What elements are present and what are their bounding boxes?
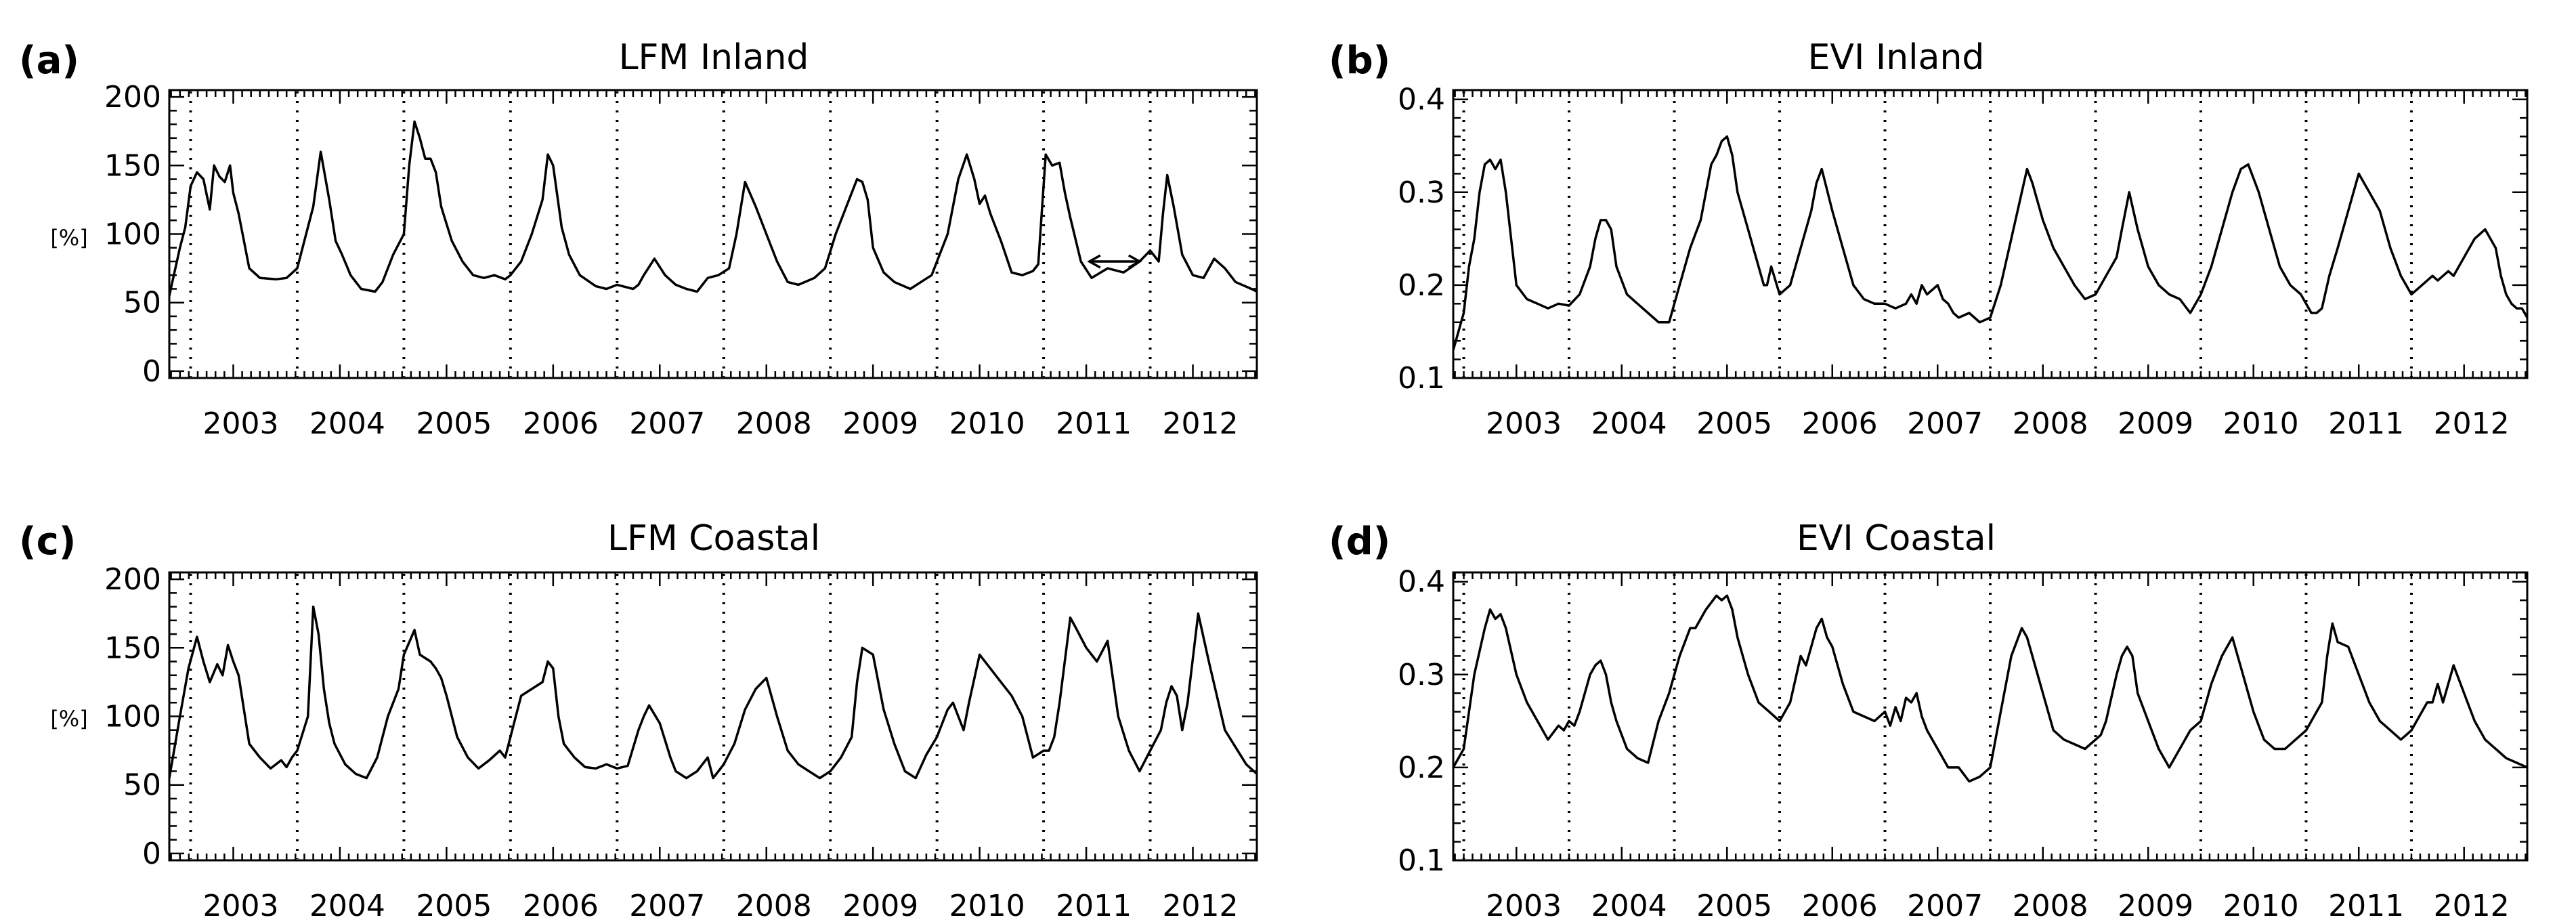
x-year-label: 2004 [1591,406,1667,441]
x-year-label: 2009 [842,406,918,441]
series-line [168,605,1258,780]
x-year-label: 2007 [1907,889,1983,923]
dashed-year-lines [1462,574,2413,859]
x-year-label: 2011 [2328,406,2404,441]
x-year-label: 2003 [1486,406,1562,441]
x-year-label: 2005 [416,889,492,923]
x-year-label: 2009 [2118,889,2193,923]
x-year-label: 2005 [416,406,492,441]
y-tick-label: 0 [142,837,161,871]
axis-ticks [169,572,1257,860]
x-year-label: 2003 [1486,889,1562,923]
plot-frame [168,571,1258,862]
chart-title: EVI Coastal [1797,518,1996,559]
y-tick-label: 0.3 [1398,658,1445,692]
x-year-label: 2012 [2434,406,2510,441]
x-year-label: 2009 [842,889,918,923]
panel-b: (b) EVI Inland 0.1 0.2 0.3 0.4 2003 2004 2005… [1329,37,2529,441]
x-year-label: 2012 [2434,889,2510,923]
x-year-label: 2010 [2223,406,2299,441]
axis-ticks [1453,572,2527,862]
y-tick-labels: 0.1 0.2 0.3 0.4 [1398,565,1445,878]
panel-label: (b) [1329,39,1390,83]
dashed-year-lines [1462,91,2413,377]
x-year-label: 2006 [1802,889,1878,923]
y-tick-label: 0.3 [1398,175,1445,210]
panel-a: (a) LFM Inland [%] 0 50 100 150 200 2003 2004… [19,37,1258,441]
x-year-label: 2009 [2118,406,2193,441]
annotations [1087,254,1142,269]
x-year-label: 2008 [736,889,812,923]
x-year-label: 2005 [1696,889,1772,923]
arrowhead-left [1087,254,1101,269]
y-tick-label: 100 [104,217,161,252]
y-tick-labels: 0 50 100 150 200 [104,562,161,871]
arrowhead-right [1128,254,1142,269]
y-tick-label: 0.2 [1398,751,1445,785]
dashed-year-lines [189,91,1152,377]
x-year-labels: 2003 2004 2005 2006 2007 2008 2009 2010 2011 2012 [202,889,1238,923]
y-axis-label: [%] [50,225,87,251]
y-tick-label: 200 [104,562,161,597]
x-year-label: 2012 [1163,889,1239,923]
x-year-label: 2007 [629,889,705,923]
axis-ticks [169,90,1257,378]
series-line [1452,594,2528,783]
x-year-label: 2007 [1907,406,1983,441]
chart-title: LFM Coastal [607,518,820,559]
x-year-label: 2010 [2223,889,2299,923]
y-tick-labels: 0.1 0.2 0.3 0.4 [1398,83,1445,396]
y-tick-label: 150 [104,631,161,665]
x-year-labels: 2003 2004 2005 2006 2007 2008 2009 2010 2011 2012 [1486,889,2509,923]
x-year-labels: 2003 2004 2005 2006 2007 2008 2009 2010 2011 2012 [202,406,1238,441]
y-tick-label: 0.1 [1398,843,1445,878]
chart-title: EVI Inland [1808,37,1985,78]
series-line [168,120,1258,296]
x-year-label: 2011 [1056,406,1132,441]
y-tick-label: 200 [104,80,161,114]
x-year-label: 2012 [1163,406,1239,441]
y-tick-label: 0.2 [1398,268,1445,303]
x-year-label: 2003 [202,889,278,923]
x-year-label: 2011 [1056,889,1132,923]
y-tick-label: 0.4 [1398,565,1445,600]
x-year-label: 2007 [629,406,705,441]
x-year-label: 2010 [949,406,1025,441]
x-year-label: 2004 [1591,889,1667,923]
panel-label: (c) [19,520,76,564]
x-year-label: 2008 [2013,889,2088,923]
axis-ticks [1453,90,2527,379]
y-tick-label: 50 [123,768,161,803]
y-tick-label: 150 [104,148,161,183]
x-year-label: 2006 [523,889,599,923]
y-tick-label: 0 [142,354,161,389]
panel-label: (a) [19,39,79,83]
x-year-label: 2005 [1696,406,1772,441]
panel-label: (d) [1329,520,1390,564]
y-tick-label: 50 [123,286,161,320]
x-year-label: 2008 [2013,406,2088,441]
x-year-label: 2004 [309,406,385,441]
dashed-year-lines [189,574,1152,859]
x-year-label: 2010 [949,889,1025,923]
plot-frame [168,89,1258,379]
y-tick-label: 0.1 [1398,361,1445,396]
x-year-label: 2011 [2328,889,2404,923]
y-tick-labels: 0 50 100 150 200 [104,80,161,389]
panel-d: (d) EVI Coastal 0.10.20.30.4 2003 2004 200… [1329,518,2529,923]
series-line [1452,135,2529,351]
y-tick-label: 100 [104,700,161,734]
x-year-label: 2004 [309,889,385,923]
y-axis-label: [%] [50,706,87,732]
x-year-label: 2003 [202,406,278,441]
chart-title: LFM Inland [619,37,809,78]
x-year-label: 2008 [736,406,812,441]
x-year-label: 2006 [523,406,599,441]
x-year-label: 2006 [1802,406,1878,441]
y-tick-label: 0.4 [1398,83,1445,117]
x-year-labels: 2003 2004 2005 2006 2007 2008 2009 2010 2011 2012 [1486,406,2509,441]
